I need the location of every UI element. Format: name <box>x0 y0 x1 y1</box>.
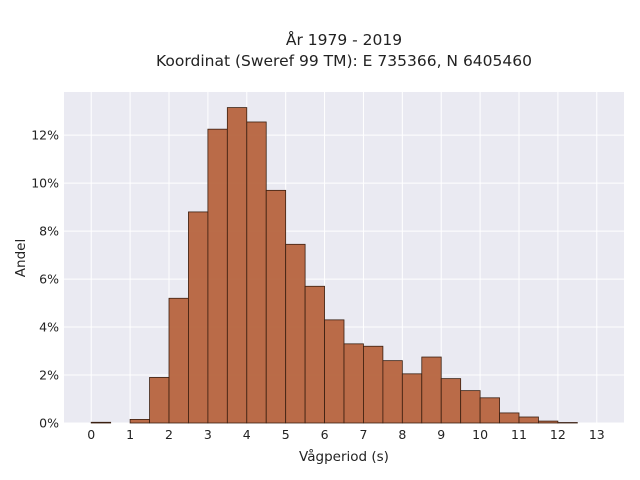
y-tick-label-6: 12% <box>31 128 59 143</box>
histogram-bar-9 <box>265 189 287 424</box>
histogram-bar-19 <box>460 390 481 424</box>
y-tick-label-0: 0% <box>39 416 59 431</box>
x-tick-label-8: 8 <box>398 427 406 442</box>
histogram-bar-12 <box>324 319 345 424</box>
x-tick-label-12: 12 <box>550 427 566 442</box>
histogram-bar-8 <box>246 121 267 424</box>
histogram-bar-16 <box>401 373 423 424</box>
x-tick-label-3: 3 <box>204 427 212 442</box>
chart-title-line-1: År 1979 - 2019 <box>286 30 402 49</box>
histogram-bar-20 <box>479 397 500 424</box>
y-tick-labels: 0% 2% 4% 6% 8% 10% 12% <box>31 128 59 431</box>
x-tick-label-5: 5 <box>282 427 290 442</box>
x-tick-label-13: 13 <box>589 427 605 442</box>
histogram-bar-10 <box>285 243 306 424</box>
histogram-bar-11 <box>304 285 325 424</box>
x-tick-label-9: 9 <box>437 427 445 442</box>
histogram-bar-23 <box>538 420 559 424</box>
histogram-bar-7 <box>226 107 248 424</box>
x-tick-label-6: 6 <box>321 427 329 442</box>
y-tick-label-2: 4% <box>39 320 59 335</box>
histogram-bar-15 <box>382 360 403 424</box>
histogram-bar-13 <box>343 343 364 424</box>
histogram-bar-2 <box>129 419 150 424</box>
x-tick-label-11: 11 <box>511 427 527 442</box>
x-tick-label-1: 1 <box>126 427 134 442</box>
bars <box>90 107 578 424</box>
histogram-bar-14 <box>363 345 384 424</box>
x-tick-label-4: 4 <box>243 427 251 442</box>
histogram-bar-17 <box>421 356 442 424</box>
x-tick-labels: 0 1 2 3 4 5 6 7 8 9 10 11 12 13 <box>87 427 604 442</box>
y-tick-label-1: 2% <box>39 368 59 383</box>
x-tick-label-2: 2 <box>165 427 173 442</box>
y-tick-label-4: 8% <box>39 224 59 239</box>
histogram-bar-4 <box>168 297 189 424</box>
histogram-bar-5 <box>188 211 209 424</box>
y-tick-label-5: 10% <box>31 176 59 191</box>
x-tick-label-7: 7 <box>359 427 367 442</box>
x-tick-label-0: 0 <box>87 427 95 442</box>
y-axis-label: Andel <box>13 239 29 277</box>
histogram-bar-6 <box>207 128 228 424</box>
histogram-bar-22 <box>518 416 539 424</box>
x-tick-label-10: 10 <box>472 427 488 442</box>
x-axis-label: Vågperiod (s) <box>299 448 389 465</box>
histogram-bar-21 <box>499 412 520 424</box>
histogram-bar-3 <box>149 377 170 424</box>
chart-title-line-2: Koordinat (Sweref 99 TM): E 735366, N 64… <box>156 52 532 70</box>
histogram-bar-18 <box>440 378 462 424</box>
histogram-bar-0 <box>90 421 112 424</box>
y-tick-label-3: 6% <box>39 272 59 287</box>
